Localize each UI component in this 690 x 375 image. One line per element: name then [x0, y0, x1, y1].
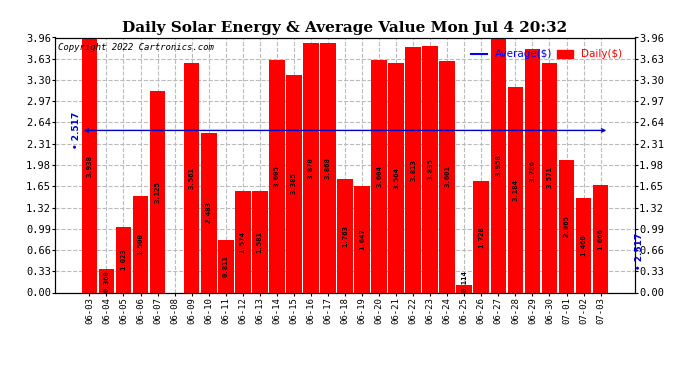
Bar: [99, 269, 115, 292]
Bar: [81, 39, 97, 292]
Text: 3.601: 3.601: [444, 166, 451, 188]
Legend: Average($), Daily($): Average($), Daily($): [466, 45, 627, 64]
Text: 3.786: 3.786: [529, 160, 535, 182]
Text: • 2.517: • 2.517: [72, 112, 81, 149]
Text: 3.571: 3.571: [546, 166, 553, 189]
Text: 3.870: 3.870: [308, 157, 314, 179]
Text: 3.868: 3.868: [325, 157, 331, 179]
Bar: [286, 75, 302, 292]
Bar: [371, 60, 387, 292]
Text: 3.561: 3.561: [188, 167, 195, 189]
Bar: [422, 45, 438, 292]
Text: 1.728: 1.728: [478, 226, 484, 248]
Text: 0.360: 0.360: [104, 270, 110, 292]
Bar: [150, 91, 166, 292]
Bar: [337, 179, 353, 292]
Bar: [235, 191, 250, 292]
Bar: [491, 38, 506, 292]
Bar: [559, 159, 574, 292]
Bar: [524, 49, 540, 292]
Bar: [184, 63, 199, 292]
Text: 3.125: 3.125: [155, 181, 161, 203]
Bar: [303, 43, 319, 292]
Text: 1.763: 1.763: [342, 225, 348, 247]
Text: 1.574: 1.574: [239, 231, 246, 253]
Bar: [132, 196, 148, 292]
Bar: [388, 63, 404, 292]
Text: 3.605: 3.605: [274, 165, 280, 188]
Bar: [201, 133, 217, 292]
Bar: [457, 285, 472, 292]
Bar: [542, 63, 558, 292]
Title: Daily Solar Energy & Average Value Mon Jul 4 20:32: Daily Solar Energy & Average Value Mon J…: [122, 21, 568, 35]
Text: 1.023: 1.023: [121, 249, 126, 270]
Text: 3.385: 3.385: [291, 172, 297, 195]
Bar: [218, 240, 233, 292]
Text: 1.460: 1.460: [580, 234, 586, 256]
Text: 3.835: 3.835: [427, 158, 433, 180]
Text: 3.184: 3.184: [513, 179, 518, 201]
Text: 1.666: 1.666: [598, 228, 604, 250]
Bar: [593, 185, 609, 292]
Text: 3.564: 3.564: [393, 167, 399, 189]
Text: 0.811: 0.811: [223, 255, 228, 278]
Text: 1.581: 1.581: [257, 231, 263, 252]
Text: 2.483: 2.483: [206, 202, 212, 223]
Bar: [575, 198, 591, 292]
Text: 1.500: 1.500: [137, 233, 144, 255]
Text: 1.647: 1.647: [359, 228, 365, 251]
Bar: [320, 44, 336, 292]
Bar: [405, 47, 421, 292]
Bar: [473, 181, 489, 292]
Bar: [354, 186, 370, 292]
Text: 3.938: 3.938: [86, 155, 92, 177]
Text: 2.065: 2.065: [564, 215, 569, 237]
Text: Copyright 2022 Cartronics.com: Copyright 2022 Cartronics.com: [58, 43, 214, 52]
Bar: [252, 191, 268, 292]
Text: • 2.517: • 2.517: [635, 233, 644, 270]
Bar: [440, 61, 455, 292]
Bar: [269, 60, 285, 292]
Bar: [116, 226, 131, 292]
Bar: [508, 87, 523, 292]
Text: 3.813: 3.813: [410, 159, 416, 181]
Text: 3.604: 3.604: [376, 165, 382, 188]
Text: 0.114: 0.114: [462, 270, 467, 292]
Text: 3.958: 3.958: [495, 154, 502, 176]
